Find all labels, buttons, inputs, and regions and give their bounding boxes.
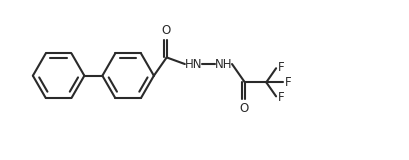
Text: F: F — [278, 91, 284, 104]
Text: O: O — [240, 102, 249, 116]
Text: O: O — [162, 24, 171, 37]
Text: F: F — [278, 61, 284, 74]
Text: F: F — [285, 76, 292, 89]
Text: NH: NH — [215, 58, 232, 71]
Text: HN: HN — [185, 58, 202, 71]
